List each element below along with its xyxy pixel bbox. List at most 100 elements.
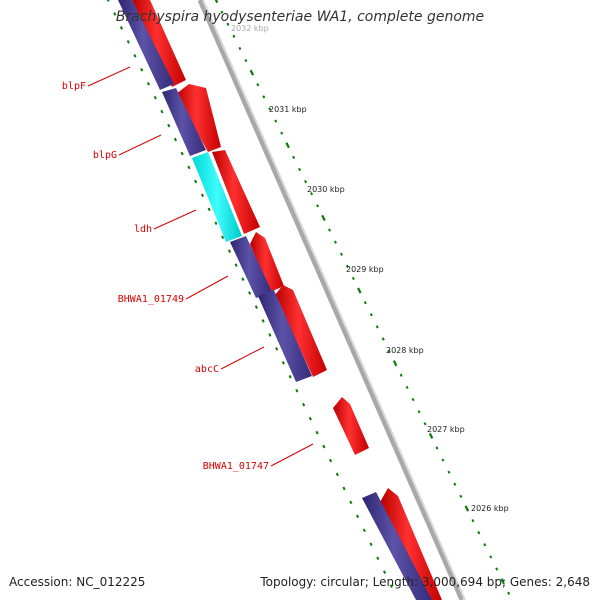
inner-ruler-tick — [140, 67, 144, 72]
ruler-label-2027kbp: 2027 kbp — [427, 425, 465, 434]
inner-ruler-tick — [315, 430, 319, 435]
inner-ruler-tick — [308, 416, 312, 421]
outer-ruler-tick — [274, 119, 278, 123]
inner-ruler-tick — [288, 374, 292, 379]
outer-ruler-tick — [500, 578, 505, 585]
forward-gene-4[interactable] — [250, 232, 284, 292]
map-title: Brachyspira hyodysenteriae WA1, complete… — [115, 9, 485, 25]
gene-label-leader-2 — [153, 209, 197, 230]
outer-ruler-tick — [369, 313, 373, 317]
gene-label-blpF[interactable]: blpF — [62, 81, 86, 92]
gene-label-abcC[interactable]: abcC — [195, 364, 219, 375]
outer-ruler-tick — [381, 337, 385, 341]
outer-ruler-tick — [477, 531, 481, 535]
outer-ruler-tick — [351, 276, 355, 281]
inner-ruler-tick — [180, 151, 184, 156]
outer-ruler-tick — [387, 349, 391, 353]
inner-ruler-tick — [342, 486, 346, 491]
inner-ruler-tick — [221, 235, 225, 240]
reverse-gene-abcC[interactable] — [258, 290, 312, 382]
inner-ruler-tick — [207, 207, 211, 212]
forward-gene-3[interactable] — [212, 150, 260, 234]
outer-ruler-tick — [292, 155, 296, 160]
inner-ruler-tick — [167, 123, 171, 128]
outer-ruler-tick — [333, 240, 337, 244]
gene-label-BHWA1-01747[interactable]: BHWA1_01747 — [203, 461, 269, 472]
gene-label-leader-1 — [118, 134, 162, 156]
forward-gene-2[interactable] — [176, 84, 221, 152]
inner-ruler-tick — [355, 514, 360, 519]
inner-ruler-tick — [133, 54, 137, 58]
inner-ruler-tick — [322, 444, 326, 449]
forward-gene-1[interactable] — [132, 0, 186, 87]
outer-ruler-tick — [357, 287, 362, 294]
inner-ruler-tick — [261, 319, 265, 323]
forward-gene-5[interactable] — [275, 285, 327, 377]
inner-ruler-tick — [173, 137, 178, 142]
outer-ruler-tick — [214, 0, 219, 4]
outer-ruler-tick — [339, 252, 343, 256]
inner-ruler-tick — [106, 0, 110, 2]
outer-ruler-tick — [495, 567, 499, 571]
backbone — [197, 0, 466, 600]
inner-ruler-tick — [187, 165, 191, 170]
inner-ruler-tick — [241, 277, 245, 281]
outer-ruler-tick — [375, 325, 379, 329]
gene-label-leader-3 — [185, 275, 229, 300]
inner-ruler-tick — [160, 109, 164, 114]
inner-ruler-tick — [194, 179, 198, 184]
reverse-gene-BHWA1-01749[interactable] — [230, 236, 272, 298]
inner-ruler-tick — [376, 556, 380, 561]
outer-ruler-tick — [417, 410, 421, 414]
inner-ruler-tick — [227, 249, 232, 253]
reverse-gene-lower[interactable] — [362, 492, 432, 600]
gene-label-leader-5 — [270, 443, 314, 467]
outer-ruler-tick — [345, 264, 349, 268]
outer-ruler-tick — [321, 214, 326, 221]
reverse-gene-ldh[interactable] — [192, 152, 242, 242]
outer-ruler-tick — [268, 107, 272, 111]
accession-text: Accession: NC_012225 — [9, 575, 146, 589]
reverse-gene-1[interactable] — [118, 0, 174, 90]
forward-strand-genes — [132, 0, 442, 600]
inner-ruler-tick — [281, 361, 285, 365]
inner-ruler-tick — [248, 291, 252, 295]
inner-ruler-tick — [295, 388, 299, 393]
outer-ruler-tick — [316, 204, 320, 208]
reverse-gene-2[interactable] — [162, 88, 206, 156]
genome-summary-text: Topology: circular; Length: 3,000,694 bp… — [260, 575, 590, 589]
forward-gene-6[interactable] — [333, 397, 369, 455]
outer-ruler-tick — [244, 58, 248, 63]
outer-ruler-tick — [262, 95, 266, 99]
gene-label-ldh[interactable]: ldh — [134, 224, 152, 235]
inner-ruler-tick — [335, 472, 339, 477]
ruler-label-2032kbp: 2032 kbp — [231, 24, 269, 33]
outer-ruler-tick — [285, 142, 290, 149]
outer-ruler-tick — [411, 397, 415, 402]
gene-labels: blpF blpG ldh BHWA1_01749 abcC BHWA1_017… — [62, 81, 269, 472]
outer-ruler-tick — [405, 385, 409, 390]
inner-ruler-tick — [146, 81, 151, 86]
gene-label-leader-0 — [87, 66, 131, 87]
inner-ruler-tick — [268, 333, 272, 337]
inner-ruler-tick — [362, 528, 366, 533]
outer-ruler-tick — [507, 591, 511, 595]
outer-ruler-tick — [483, 543, 487, 547]
forward-gene-7[interactable] — [380, 488, 442, 600]
outer-ruler-tick — [471, 518, 475, 523]
inner-ruler-tick — [382, 570, 387, 574]
outer-ruler-tick — [459, 494, 463, 498]
gene-label-leaders — [87, 66, 314, 467]
inner-ruler-tick — [214, 221, 218, 226]
gene-label-BHWA1-01749[interactable]: BHWA1_01749 — [118, 294, 184, 305]
gene-label-blpG[interactable]: blpG — [93, 150, 117, 161]
inner-ruler-tick — [328, 458, 333, 463]
outer-ruler-tick — [489, 555, 493, 559]
inner-ruler-tick — [153, 95, 157, 100]
outer-ruler-tick — [464, 505, 470, 512]
ruler-label-2031kbp: 2031 kbp — [269, 105, 307, 114]
inner-ruler-tick — [302, 402, 306, 407]
inner-ruler-tick — [200, 193, 205, 198]
